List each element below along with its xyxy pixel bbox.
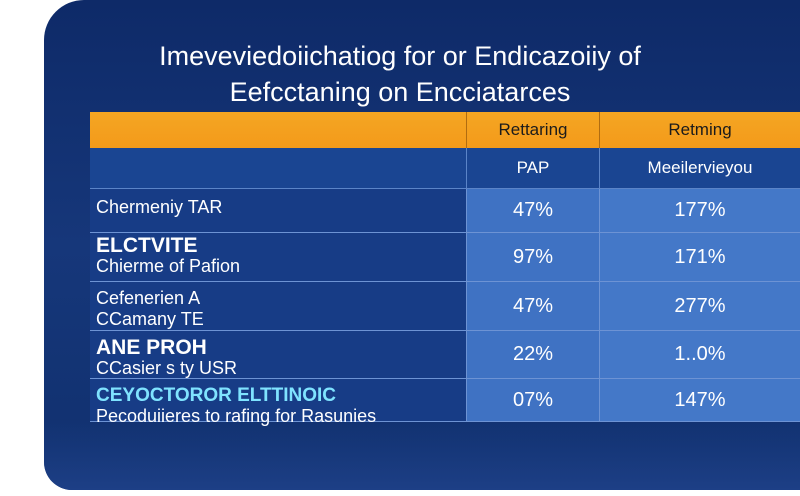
subheader-col-1: PAP (466, 148, 599, 188)
slide-title: Imeveviedoiichatiog for or Endicazoiiy o… (0, 38, 800, 110)
header-col-2: Retming (599, 112, 800, 148)
subheader-empty-cell (90, 148, 466, 188)
table-row: Chermeniy TAR 47% 177% (90, 189, 800, 233)
row-value-2: 147% (599, 379, 800, 421)
row-label-line: CCamany TE (96, 309, 204, 329)
row-label-line: Chierme of Pafion (96, 256, 241, 276)
row-value-1: 47% (466, 282, 599, 330)
row-label: ANE PROH CCasier s ty USR (90, 331, 466, 378)
title-line-2: Eefcctaning on Encciatarces (229, 77, 571, 107)
row-value-1: 47% (466, 189, 599, 232)
row-label: CEYOCTOROR ELTTINOIC Pecoduiieres to raf… (90, 379, 466, 426)
row-value-2: 177% (599, 189, 800, 232)
row-value-2: 277% (599, 282, 800, 330)
row-label: Cefenerien A CCamany TE (90, 282, 466, 330)
header-col-1: Rettaring (466, 112, 599, 148)
row-label-heading: ELCTVITE (96, 234, 198, 257)
row-label: ELCTVITE Chierme of Pafion (90, 233, 466, 281)
table-subheader-row: PAP Meeilervieyou (90, 148, 800, 189)
row-value-2: 171% (599, 233, 800, 281)
table-row: CEYOCTOROR ELTTINOIC Pecoduiieres to raf… (90, 379, 800, 426)
row-label-heading: CEYOCTOROR ELTTINOIC (96, 385, 336, 406)
row-label-line: Chermeniy TAR (96, 197, 223, 217)
subheader-col-2: Meeilervieyou (599, 148, 800, 188)
row-label-line: Pecoduiieres to rafing for Rasunies (96, 406, 377, 426)
table-row: Cefenerien A CCamany TE 47% 277% (90, 282, 800, 331)
row-value-1: 22% (466, 331, 599, 378)
row-label-line: CCasier s ty USR (96, 358, 238, 378)
comparison-table: Rettaring Retming PAP Meeilervieyou Cher… (90, 112, 800, 426)
row-value-1: 97% (466, 233, 599, 281)
table-header-row: Rettaring Retming (90, 112, 800, 148)
header-empty-cell (90, 112, 466, 148)
row-label-heading: ANE PROH (96, 336, 207, 359)
row-value-1: 07% (466, 379, 599, 421)
row-label: Chermeniy TAR (90, 189, 466, 232)
row-label-line: Cefenerien A (96, 288, 201, 308)
table-row: ANE PROH CCasier s ty USR 22% 1..0% (90, 331, 800, 379)
row-value-2: 1..0% (599, 331, 800, 378)
title-line-1: Imeveviedoiichatiog for or Endicazoiiy o… (159, 41, 641, 71)
table-row: ELCTVITE Chierme of Pafion 97% 171% (90, 233, 800, 282)
